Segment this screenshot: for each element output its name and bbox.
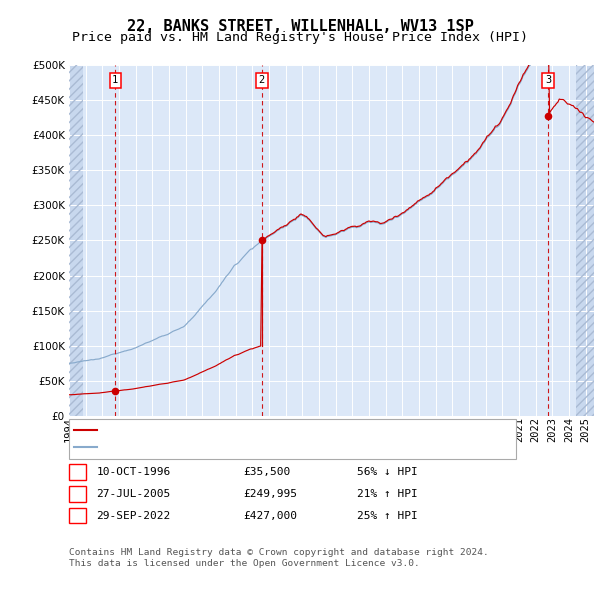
Text: 2: 2 [74, 489, 81, 499]
Text: 27-JUL-2005: 27-JUL-2005 [97, 489, 171, 499]
Bar [69, 65, 83, 416]
Text: Price paid vs. HM Land Registry's House Price Index (HPI): Price paid vs. HM Land Registry's House … [72, 31, 528, 44]
Bar [69, 65, 83, 416]
Text: 1: 1 [112, 76, 118, 86]
Text: 22, BANKS STREET, WILLENHALL, WV13 1SP (detached house): 22, BANKS STREET, WILLENHALL, WV13 1SP (… [103, 425, 474, 435]
Text: 10-OCT-1996: 10-OCT-1996 [97, 467, 171, 477]
Text: 3: 3 [74, 511, 81, 520]
Text: 1: 1 [74, 467, 81, 477]
Text: 2: 2 [259, 76, 265, 86]
Bar [576, 65, 594, 416]
Text: 29-SEP-2022: 29-SEP-2022 [97, 511, 171, 520]
Text: Contains HM Land Registry data © Crown copyright and database right 2024.
This d: Contains HM Land Registry data © Crown c… [69, 548, 489, 568]
Text: £249,995: £249,995 [243, 489, 297, 499]
Text: 25% ↑ HPI: 25% ↑ HPI [357, 511, 418, 520]
Text: 3: 3 [545, 76, 551, 86]
Bar [576, 65, 594, 416]
Text: £427,000: £427,000 [243, 511, 297, 520]
Text: 56% ↓ HPI: 56% ↓ HPI [357, 467, 418, 477]
Text: 21% ↑ HPI: 21% ↑ HPI [357, 489, 418, 499]
Text: £35,500: £35,500 [243, 467, 290, 477]
Text: 22, BANKS STREET, WILLENHALL, WV13 1SP: 22, BANKS STREET, WILLENHALL, WV13 1SP [127, 19, 473, 34]
Text: HPI: Average price, detached house, Walsall: HPI: Average price, detached house, Wals… [103, 442, 393, 452]
